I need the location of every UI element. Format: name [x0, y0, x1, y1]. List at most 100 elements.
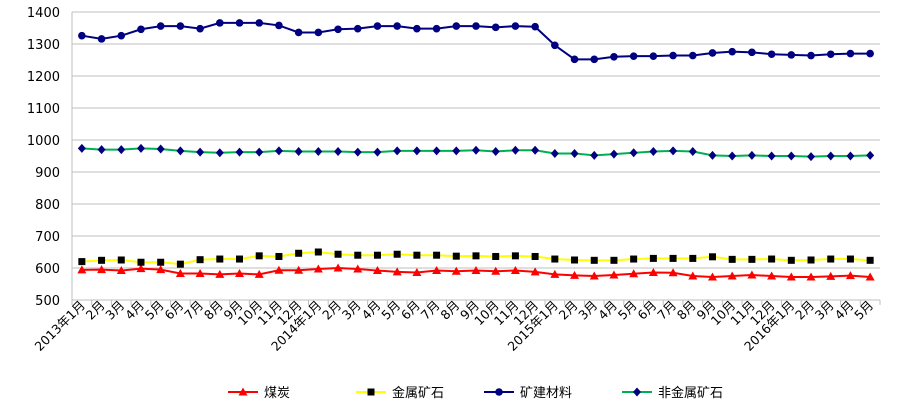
legend-swatch-marker [367, 388, 375, 396]
legend-swatch-marker [633, 387, 641, 397]
data-point [295, 249, 303, 257]
data-point [648, 267, 658, 276]
data-point [433, 251, 441, 259]
data-point [747, 270, 757, 279]
data-point [314, 28, 323, 37]
data-point [472, 252, 480, 260]
data-point [589, 271, 599, 280]
data-point [629, 269, 639, 278]
data-point [353, 147, 362, 157]
data-point [707, 272, 717, 281]
data-point [156, 144, 165, 154]
y-tick-label: 1000 [27, 134, 60, 149]
data-point [235, 19, 244, 27]
data-point [570, 148, 579, 158]
data-point [669, 146, 678, 156]
data-point [767, 50, 776, 59]
data-point [748, 255, 756, 263]
data-point [846, 49, 855, 58]
data-point [452, 22, 461, 30]
data-point [728, 151, 737, 161]
y-tick-label: 1300 [27, 38, 60, 53]
data-point [294, 265, 304, 274]
data-point [452, 146, 461, 156]
data-point [274, 146, 283, 156]
legend-swatch-marker [238, 387, 248, 396]
data-point [176, 260, 184, 268]
data-point [393, 250, 401, 258]
data-point [137, 258, 145, 266]
data-point [845, 271, 855, 280]
data-point [472, 145, 480, 155]
data-point [708, 150, 717, 160]
data-point [866, 150, 875, 160]
data-point [688, 51, 697, 60]
data-point [550, 148, 559, 158]
data-point [748, 48, 756, 57]
data-point [432, 146, 441, 156]
data-point [747, 150, 756, 160]
data-point [609, 270, 619, 279]
data-point [492, 252, 500, 260]
data-point [412, 146, 421, 156]
data-point [294, 28, 303, 37]
data-point [432, 24, 441, 33]
data-point [372, 266, 382, 275]
legend-item: 矿建材料 [484, 386, 572, 401]
data-point [491, 23, 500, 32]
series-group [77, 19, 875, 281]
data-point [216, 19, 224, 27]
data-point [767, 151, 776, 161]
data-point [254, 269, 264, 278]
data-point [786, 272, 796, 281]
data-point [373, 147, 382, 157]
data-point [116, 266, 126, 275]
legend-label: 非金属矿石 [658, 385, 723, 401]
data-point [787, 151, 796, 161]
data-point [274, 265, 284, 274]
y-tick-label: 700 [35, 230, 60, 245]
y-tick-label: 600 [35, 262, 60, 277]
data-point [432, 266, 442, 275]
data-point [807, 51, 815, 60]
data-point [97, 265, 107, 274]
data-point [334, 147, 343, 157]
data-point [807, 256, 815, 264]
data-point [236, 255, 244, 263]
data-point [77, 143, 86, 153]
legend-item: 非金属矿石 [622, 385, 723, 401]
data-point [865, 272, 875, 281]
data-point [846, 151, 855, 161]
data-point [551, 41, 559, 50]
data-point [97, 145, 106, 155]
data-point [294, 147, 303, 157]
legend-item: 金属矿石 [356, 385, 444, 401]
data-point [235, 268, 245, 277]
data-point [452, 252, 460, 260]
data-point [156, 265, 166, 274]
data-point [787, 256, 795, 264]
data-point [767, 271, 777, 280]
data-point [156, 22, 165, 30]
x-axis: 2013年1月2月3月4月5月6月7月8月9月10月11月12月2014年1月2… [32, 298, 881, 354]
data-point [97, 35, 106, 43]
data-point [136, 264, 146, 273]
data-point [649, 254, 657, 262]
data-point [866, 49, 874, 58]
data-point [373, 251, 381, 259]
data-point [275, 21, 283, 30]
data-point [175, 268, 185, 277]
data-point [393, 146, 402, 156]
data-point [669, 254, 677, 262]
data-point [117, 145, 126, 155]
data-point [354, 251, 362, 259]
y-tick-label: 1400 [27, 6, 60, 21]
data-point [314, 147, 323, 157]
data-point [551, 255, 559, 263]
series-2 [78, 19, 874, 64]
data-point [215, 148, 224, 158]
data-point [787, 51, 796, 59]
data-point [590, 256, 598, 264]
data-point [728, 255, 736, 263]
